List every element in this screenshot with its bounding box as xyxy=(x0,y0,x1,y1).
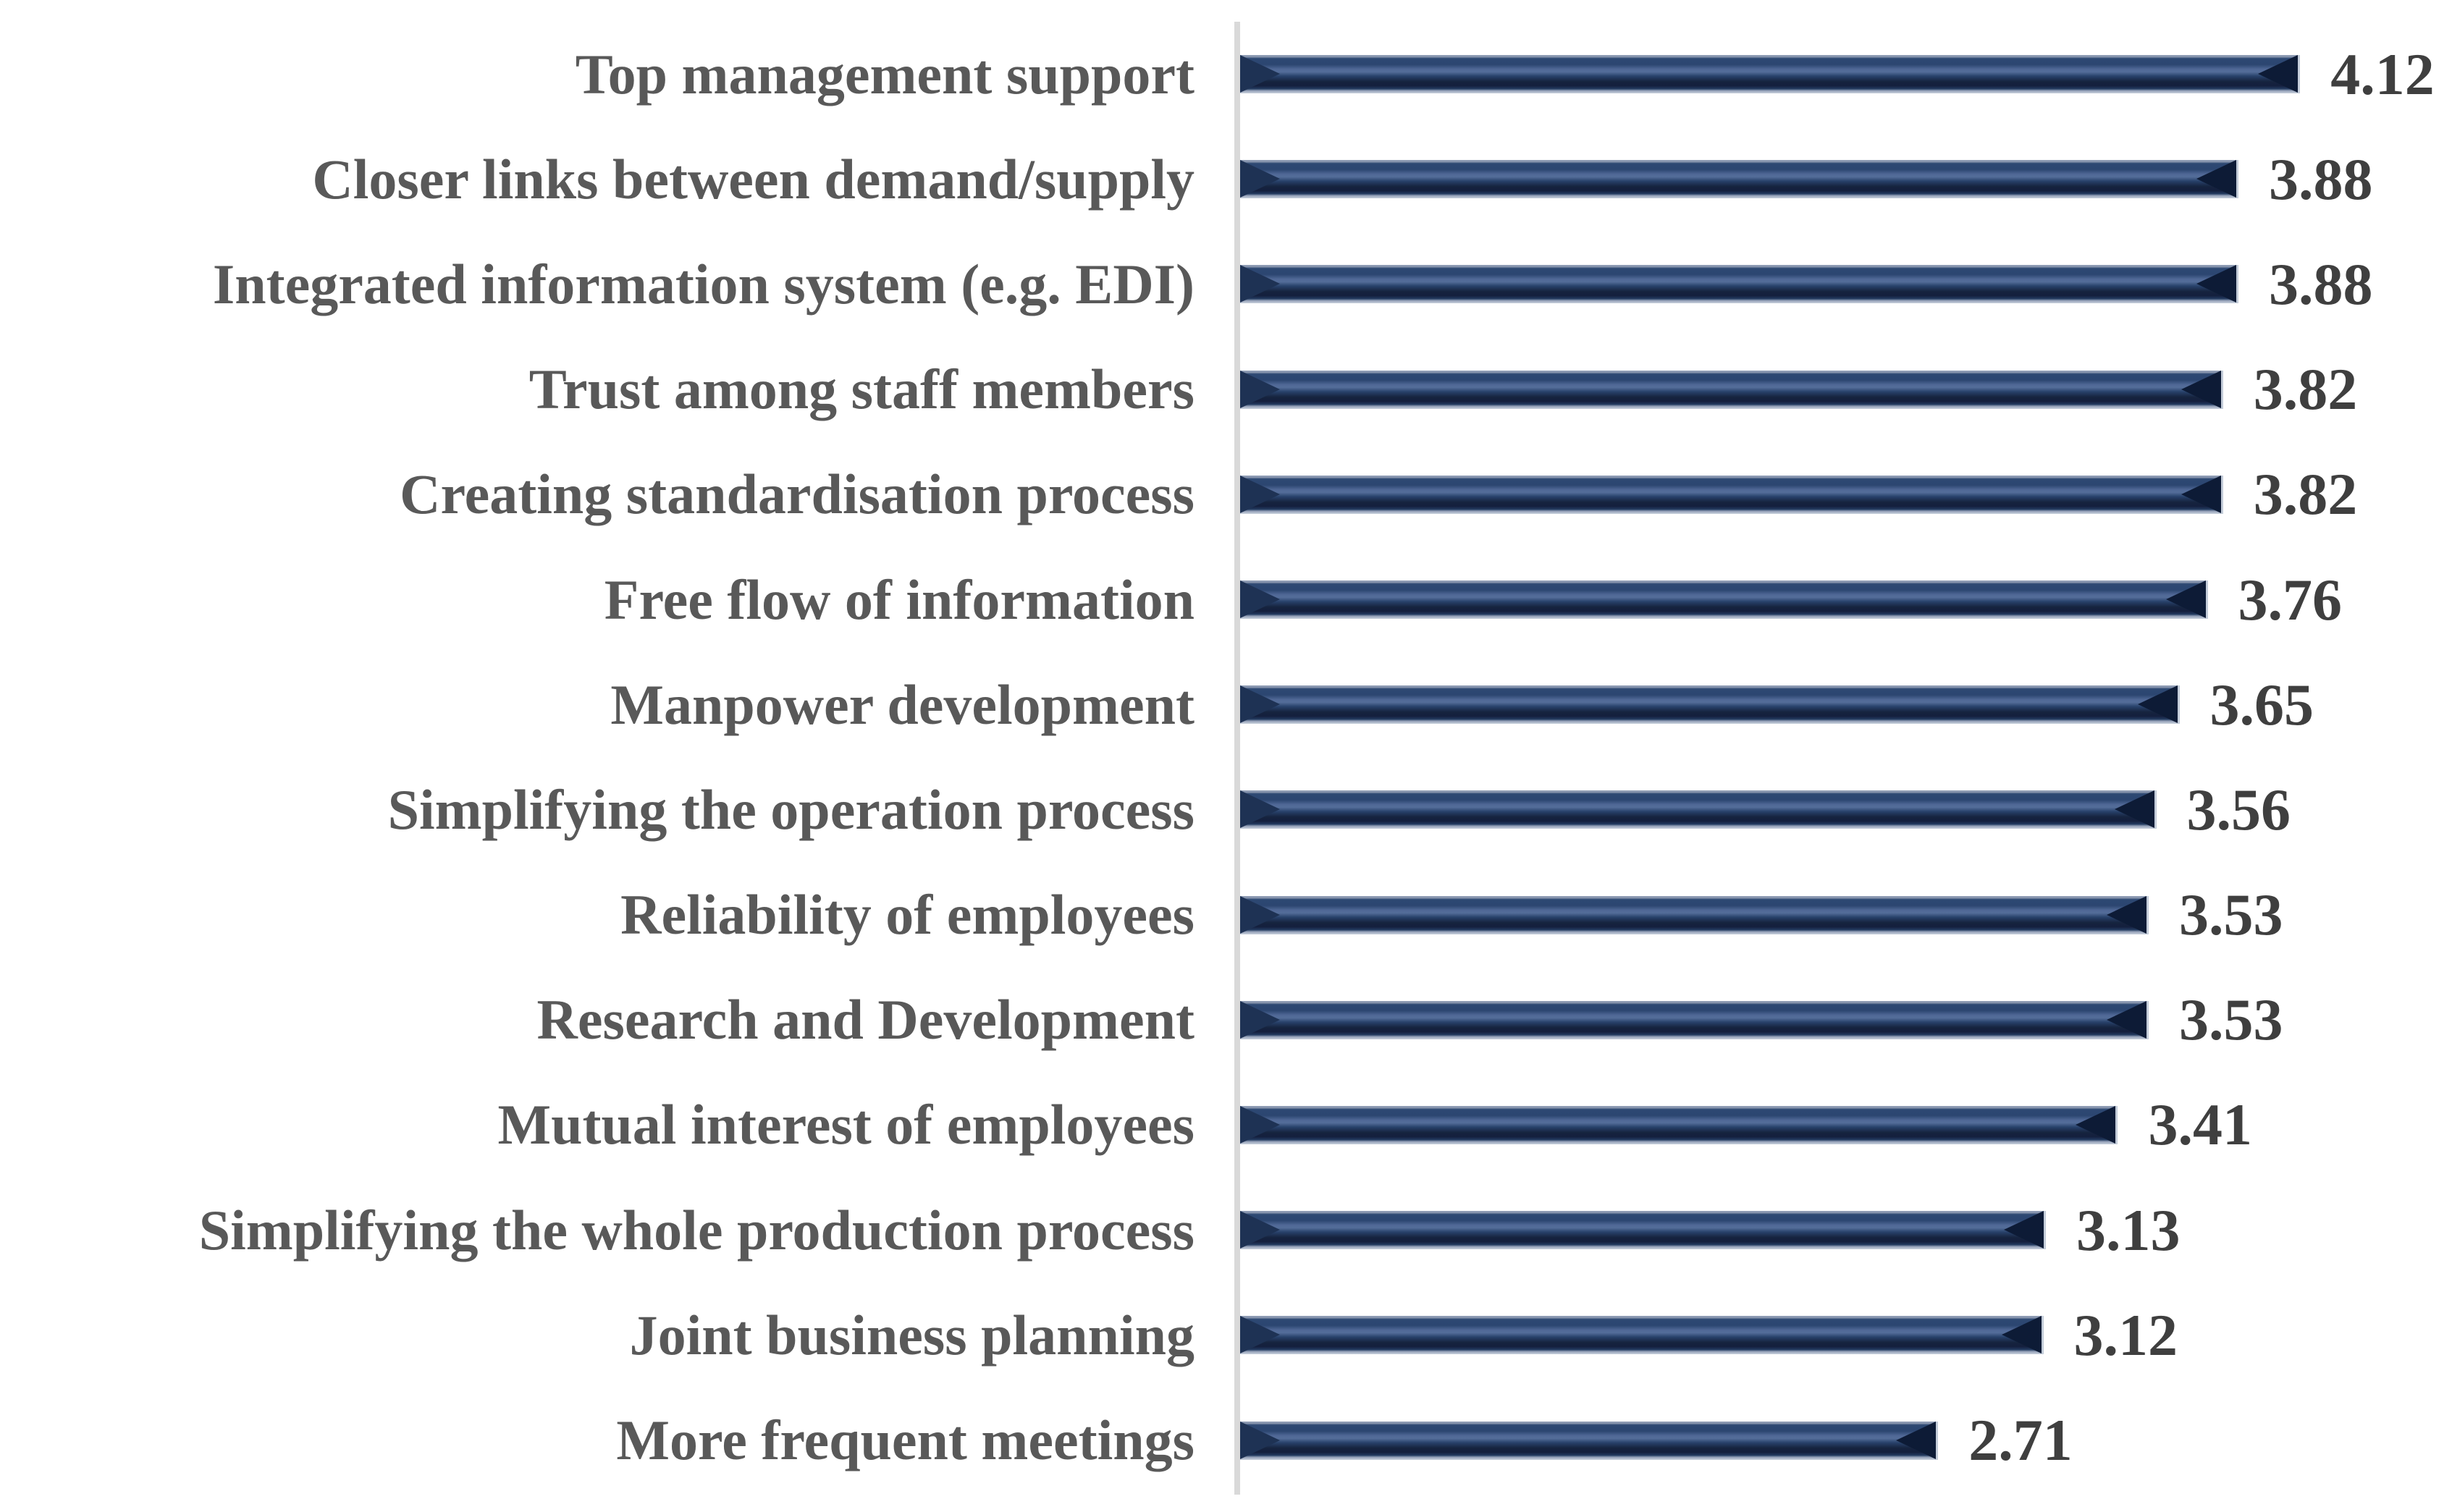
chart-rows: Top management support 4.12 Closer links b… xyxy=(0,22,2452,1493)
bar-cell: 3.65 xyxy=(1240,652,2452,757)
bar xyxy=(1240,790,2157,829)
chart-row: Integrated information system (e.g. EDI)… xyxy=(0,232,2452,337)
value-label: 3.82 xyxy=(2253,461,2358,528)
chart-row: Closer links between demand/supply 3.88 xyxy=(0,127,2452,232)
chart-row: Trust among staff members 3.82 xyxy=(0,337,2452,442)
bar-cell: 3.53 xyxy=(1240,863,2452,968)
value-label: 2.71 xyxy=(1968,1407,2073,1474)
chart-row: More frequent meetings 2.71 xyxy=(0,1388,2452,1492)
chart-row: Joint business planning 3.12 xyxy=(0,1283,2452,1388)
bar xyxy=(1240,160,2239,199)
category-label: Reliability of employees xyxy=(620,883,1195,947)
category-label: Top management support xyxy=(575,42,1195,106)
value-label: 3.12 xyxy=(2073,1301,2178,1368)
chart-row: Research and Development 3.53 xyxy=(0,968,2452,1073)
category-label: Closer links between demand/supply xyxy=(312,147,1195,211)
bar-cell: 3.13 xyxy=(1240,1178,2452,1283)
value-label: 3.76 xyxy=(2238,566,2343,633)
category-label: Free flow of information xyxy=(604,567,1195,631)
bar-cell: 3.82 xyxy=(1240,337,2452,442)
category-label: Mutual interest of employees xyxy=(497,1093,1195,1157)
category-label: Research and Development xyxy=(536,988,1195,1052)
chart-row: Reliability of employees 3.53 xyxy=(0,863,2452,968)
value-label: 3.41 xyxy=(2148,1091,2252,1158)
bar xyxy=(1240,685,2180,725)
bar xyxy=(1240,1211,2047,1250)
value-label: 3.88 xyxy=(2269,145,2373,212)
value-label: 3.56 xyxy=(2186,776,2291,842)
value-label: 4.12 xyxy=(2330,41,2435,107)
category-label: Trust among staff members xyxy=(528,358,1195,421)
category-label: Integrated information system (e.g. EDI) xyxy=(212,252,1195,316)
bar xyxy=(1240,55,2301,94)
bar xyxy=(1240,1316,2044,1355)
category-label: Simplifying the whole production process xyxy=(198,1198,1195,1262)
bar xyxy=(1240,1421,1939,1460)
bar xyxy=(1240,895,2149,934)
chart-row: Creating standardisation process 3.82 xyxy=(0,442,2452,547)
value-label: 3.82 xyxy=(2253,356,2358,423)
category-label: Creating standardisation process xyxy=(400,463,1195,526)
bar-cell: 4.12 xyxy=(1240,22,2452,127)
category-label: More frequent meetings xyxy=(616,1408,1195,1472)
bar xyxy=(1240,265,2239,304)
bar-cell: 3.88 xyxy=(1240,127,2452,232)
y-axis-line xyxy=(1234,22,1240,1495)
chart-row: Manpower development 3.65 xyxy=(0,652,2452,757)
chart-row: Free flow of information 3.76 xyxy=(0,547,2452,652)
bar xyxy=(1240,370,2223,409)
category-label: Manpower development xyxy=(610,672,1195,736)
category-label: Simplifying the operation process xyxy=(387,777,1195,841)
bar-cell: 3.76 xyxy=(1240,547,2452,652)
value-label: 3.53 xyxy=(2178,987,2283,1053)
bar xyxy=(1240,1000,2149,1039)
bar-cell: 3.12 xyxy=(1240,1283,2452,1388)
bar-cell: 2.71 xyxy=(1240,1388,2452,1492)
bar-cell: 3.53 xyxy=(1240,968,2452,1073)
value-label: 3.65 xyxy=(2209,671,2314,738)
chart-row: Top management support 4.12 xyxy=(0,22,2452,127)
bar xyxy=(1240,1105,2118,1144)
chart-row: Simplifying the whole production process… xyxy=(0,1178,2452,1283)
chart-row: Mutual interest of employees 3.41 xyxy=(0,1073,2452,1178)
value-label: 3.53 xyxy=(2178,882,2283,948)
value-label: 3.13 xyxy=(2076,1196,2181,1263)
value-label: 3.88 xyxy=(2269,250,2373,317)
bar xyxy=(1240,475,2223,514)
bar xyxy=(1240,580,2208,620)
category-label: Joint business planning xyxy=(629,1303,1195,1367)
bar-cell: 3.56 xyxy=(1240,757,2452,862)
bar-cell: 3.88 xyxy=(1240,232,2452,337)
bar-cell: 3.82 xyxy=(1240,442,2452,547)
bar-cell: 3.41 xyxy=(1240,1073,2452,1178)
chart-row: Simplifying the operation process 3.56 xyxy=(0,757,2452,862)
